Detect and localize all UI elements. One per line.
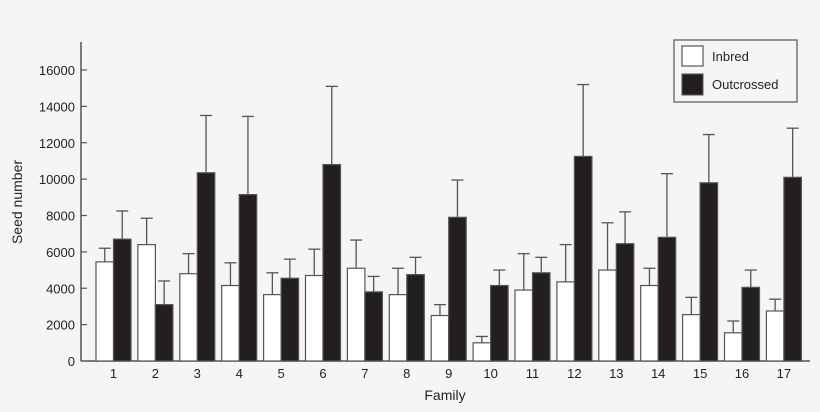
x-tick-label: 2: [152, 366, 159, 381]
bar-outcrossed-17: [783, 176, 803, 362]
bar-outcrossed-2: [154, 304, 174, 362]
x-tick-label: 6: [319, 366, 326, 381]
y-axis-title: Seed number: [9, 160, 25, 244]
y-tick-label: 16000: [39, 63, 75, 78]
legend-box: [673, 39, 798, 103]
bar-outcrossed-15: [699, 182, 719, 362]
legend: Inbred Outcrossed: [673, 39, 798, 103]
bar-outcrossed-11: [531, 272, 551, 362]
bar-group-8: [388, 256, 425, 362]
bar-inbred-16: [723, 332, 743, 362]
bar-group-7: [346, 239, 383, 362]
bar-inbred-15: [681, 314, 701, 362]
bar-inbred-6: [304, 274, 324, 362]
bar-group-17: [765, 127, 803, 362]
x-tick-label: 10: [483, 366, 497, 381]
bar-group-4: [221, 115, 258, 362]
bar-inbred-5: [263, 294, 282, 362]
y-tick-label: 4000: [46, 281, 75, 296]
bar-outcrossed-12: [573, 155, 593, 362]
legend-swatch-inbred: [681, 45, 704, 67]
x-tick-label: 12: [567, 366, 581, 381]
bar-outcrossed-10: [490, 284, 509, 362]
y-tick-label: 0: [68, 354, 75, 369]
x-tick-label: 15: [693, 366, 707, 381]
bar-inbred-12: [556, 281, 576, 362]
bar-inbred-2: [137, 244, 156, 362]
bar-outcrossed-1: [112, 238, 132, 362]
bar-inbred-14: [640, 284, 659, 362]
x-tick-label: 1: [110, 366, 117, 381]
legend-swatch-outcrossed: [681, 73, 704, 96]
bar-outcrossed-7: [364, 291, 383, 362]
bar-outcrossed-4: [238, 193, 258, 362]
bar-inbred-9: [430, 314, 450, 362]
y-tick-label: 10000: [39, 172, 75, 187]
bar-outcrossed-13: [615, 243, 635, 362]
bar-inbred-13: [598, 269, 617, 362]
x-tick-label: 17: [777, 366, 791, 381]
bar-inbred-8: [388, 294, 408, 362]
y-tick-label: 8000: [46, 209, 75, 224]
bar-outcrossed-8: [406, 274, 425, 362]
x-tick-label: 5: [277, 366, 284, 381]
x-tick-label: 4: [236, 366, 243, 381]
bar-inbred-10: [472, 342, 492, 362]
bar-outcrossed-14: [657, 236, 677, 362]
x-tick-label: 9: [445, 366, 452, 381]
x-tick-label: 11: [526, 366, 540, 381]
bar-group-12: [556, 83, 593, 362]
bar-group-9: [430, 179, 467, 362]
bar-outcrossed-5: [280, 277, 300, 362]
y-tick-label: 12000: [39, 136, 75, 151]
bar-inbred-17: [765, 310, 785, 362]
bar-outcrossed-16: [741, 286, 761, 362]
y-tick-label: 6000: [46, 245, 75, 260]
bar-group-2: [137, 217, 174, 362]
bar-group-6: [304, 85, 342, 362]
x-axis-title: Family: [424, 387, 465, 403]
bar-group-11: [514, 253, 551, 362]
bar-group-14: [640, 173, 677, 362]
x-axis: 1 2 3 4 5 6 7 8 9 10 11 12 13 14 15 16 17: [81, 360, 810, 381]
x-tick-label: 16: [735, 366, 749, 381]
bar-group-3: [179, 114, 216, 362]
bar-inbred-11: [514, 289, 534, 362]
legend-label-outcrossed: Outcrossed: [712, 77, 778, 92]
x-tick-label: 7: [361, 366, 368, 381]
bar-outcrossed-6: [322, 163, 342, 362]
bars: [95, 83, 803, 362]
x-tick-label: 8: [403, 366, 410, 381]
y-tick-label: 14000: [39, 99, 75, 114]
bar-outcrossed-9: [448, 216, 467, 362]
bar-group-13: [598, 211, 635, 362]
bar-group-15: [681, 133, 719, 362]
x-tick-label: 14: [651, 366, 665, 381]
bar-group-16: [723, 269, 761, 362]
bar-inbred-7: [346, 267, 366, 362]
x-tick-label: 13: [609, 366, 623, 381]
bar-group-5: [263, 258, 300, 362]
bar-inbred-4: [221, 284, 240, 362]
x-tick-label: 3: [194, 366, 201, 381]
bar-inbred-1: [95, 261, 115, 362]
bar-inbred-3: [179, 273, 198, 362]
y-axis: 0 2000 4000 6000 8000 10000 12000 14000 16000: [39, 42, 87, 369]
legend-label-inbred: Inbred: [712, 49, 749, 64]
y-tick-label: 2000: [46, 318, 75, 333]
bar-group-10: [472, 269, 509, 362]
bar-group-1: [95, 210, 132, 362]
bar-outcrossed-3: [196, 172, 216, 362]
